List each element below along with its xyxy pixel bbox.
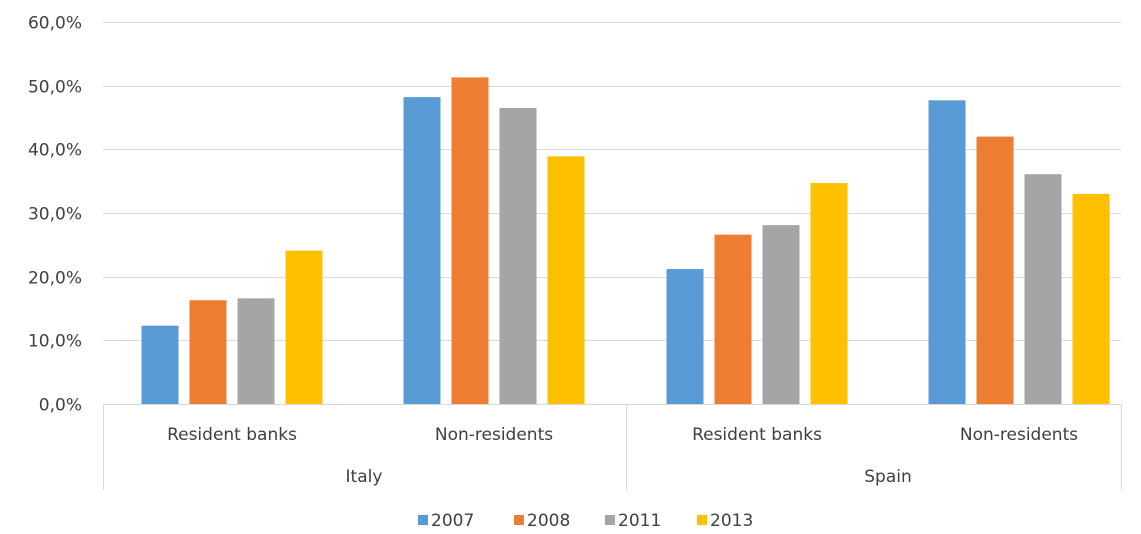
legend-swatch-2013	[697, 515, 707, 525]
x-group-label: Italy	[346, 467, 383, 487]
bar-2008-3	[976, 136, 1014, 404]
y-axis: 0,0% 10,0% 20,0% 30,0% 40,0% 50,0% 60,0%	[28, 14, 82, 416]
y-tick-label: 60,0%	[28, 14, 82, 34]
legend-label-2007: 2007	[431, 511, 474, 531]
bar-2007-1	[403, 97, 441, 405]
bar-2011-1	[499, 107, 537, 404]
x-category-label: Resident banks	[167, 425, 297, 445]
legend: 2007 2008 2011 2013	[418, 511, 753, 531]
y-tick-label: 50,0%	[28, 78, 82, 98]
legend-swatch-2011	[605, 515, 615, 525]
bar-2013-1	[547, 156, 585, 404]
bar-2013-0	[285, 250, 323, 404]
bar-2008-0	[189, 300, 227, 404]
x-axis: Resident banks Non-residents Resident bank…	[103, 404, 1122, 490]
y-tick-label: 0,0%	[39, 396, 82, 416]
bar-2008-1	[451, 77, 489, 404]
x-category-label: Non-residents	[435, 425, 553, 445]
bars	[141, 77, 1110, 405]
bar-2013-2	[810, 183, 848, 404]
legend-swatch-2007	[418, 515, 428, 525]
legend-label-2011: 2011	[618, 511, 661, 531]
x-group-label: Spain	[864, 467, 912, 487]
bar-2011-3	[1024, 174, 1062, 404]
bar-2013-3	[1072, 193, 1110, 404]
x-category-label: Resident banks	[692, 425, 822, 445]
x-category-label: Non-residents	[960, 425, 1078, 445]
legend-swatch-2008	[514, 515, 524, 525]
y-tick-label: 40,0%	[28, 141, 82, 161]
legend-label-2008: 2008	[527, 511, 570, 531]
bar-2007-2	[666, 269, 704, 404]
y-tick-label: 20,0%	[28, 269, 82, 289]
y-tick-label: 10,0%	[28, 332, 82, 352]
bar-2011-2	[762, 225, 800, 404]
bar-2007-3	[928, 100, 966, 404]
bar-2007-0	[141, 325, 179, 404]
y-tick-label: 30,0%	[28, 205, 82, 225]
bar-2011-0	[237, 298, 275, 404]
legend-label-2013: 2013	[710, 511, 753, 531]
bar-2008-2	[714, 234, 752, 404]
